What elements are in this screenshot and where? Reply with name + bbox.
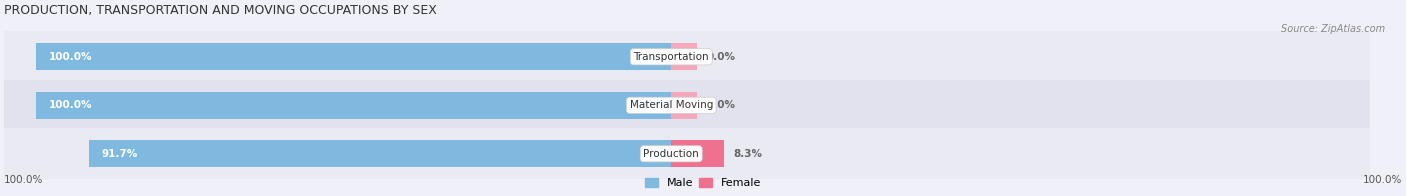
Text: 0.0%: 0.0%	[706, 52, 735, 62]
Bar	[4, 32, 1369, 82]
Bar	[671, 92, 696, 119]
Legend: Male, Female: Male, Female	[640, 173, 766, 192]
Text: 91.7%: 91.7%	[101, 149, 138, 159]
Text: 8.3%: 8.3%	[734, 149, 762, 159]
Text: 100.0%: 100.0%	[49, 100, 93, 110]
Text: Source: ZipAtlas.com: Source: ZipAtlas.com	[1281, 24, 1385, 34]
Text: PRODUCTION, TRANSPORTATION AND MOVING OCCUPATIONS BY SEX: PRODUCTION, TRANSPORTATION AND MOVING OC…	[4, 4, 437, 17]
Text: 0.0%: 0.0%	[706, 100, 735, 110]
Bar	[89, 141, 671, 167]
Text: Material Moving: Material Moving	[630, 100, 713, 110]
Bar	[37, 92, 671, 119]
Text: 100.0%: 100.0%	[1362, 175, 1402, 185]
Text: 100.0%: 100.0%	[4, 175, 44, 185]
Text: Transportation: Transportation	[634, 52, 709, 62]
Text: 100.0%: 100.0%	[49, 52, 93, 62]
Text: Production: Production	[644, 149, 699, 159]
Bar	[4, 80, 1369, 131]
Bar	[4, 128, 1369, 179]
Bar	[671, 44, 696, 70]
Bar	[37, 44, 671, 70]
Bar	[671, 141, 724, 167]
